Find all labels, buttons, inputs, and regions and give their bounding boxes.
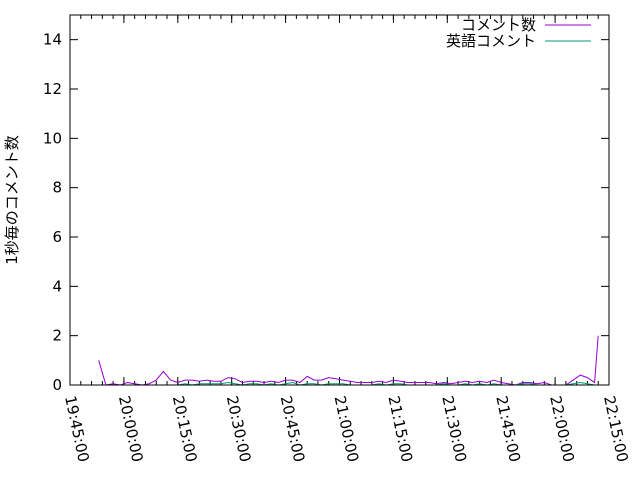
x-tick-label: 22:00:00 [546, 394, 578, 464]
plot-border [69, 14, 610, 386]
x-tick-label: 21:00:00 [331, 394, 363, 464]
x-tick-label: 21:45:00 [492, 394, 524, 464]
x-tick-label: 20:15:00 [169, 394, 201, 464]
x-tick-label: 20:00:00 [115, 394, 147, 464]
y-axis-label: 1秒毎のコメント数 [3, 135, 21, 265]
legend-label-1: 英語コメント [446, 32, 536, 50]
legend: コメント数 英語コメント [446, 16, 591, 50]
y-tick-label: 10 [43, 129, 62, 147]
y-tick-label: 12 [43, 80, 62, 98]
series-line-0 [98, 335, 599, 386]
x-tick-label: 20:45:00 [277, 394, 309, 464]
x-tick-label: 19:45:00 [61, 394, 93, 464]
y-tick-label: 14 [43, 31, 62, 49]
x-tick-label: 20:30:00 [223, 394, 255, 464]
x-tick-label: 21:15:00 [384, 394, 416, 464]
y-tick-label: 2 [52, 327, 62, 345]
legend-label-0: コメント数 [461, 16, 536, 34]
y-tick-label: 0 [52, 376, 62, 394]
y-tick-label: 6 [52, 228, 62, 246]
y-tick-label: 4 [52, 277, 62, 295]
x-tick-label: 21:30:00 [438, 394, 470, 464]
x-tick-label: 22:15:00 [600, 394, 632, 464]
y-tick-label: 8 [52, 179, 62, 197]
